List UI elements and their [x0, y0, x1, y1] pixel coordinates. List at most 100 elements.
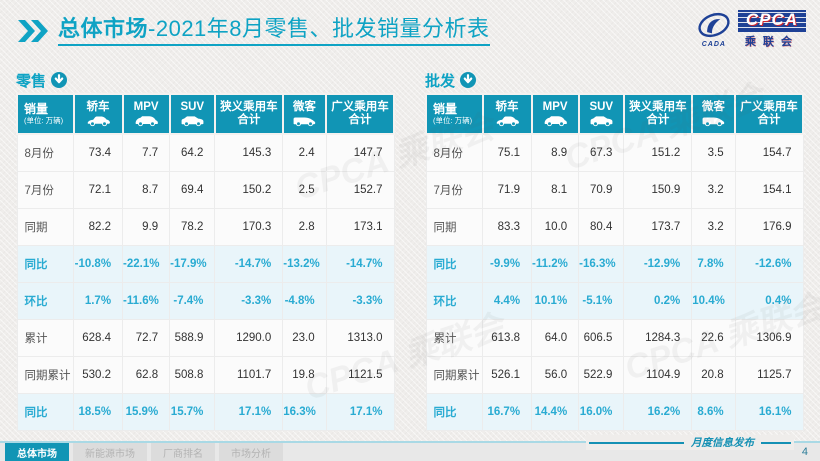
cell: 14.4%	[531, 392, 580, 431]
cell: 10.4%	[691, 281, 736, 320]
cell: 530.2	[73, 355, 124, 394]
table-row: 7月份 72.1 8.7 69.4 150.2 2.5 152.7	[16, 170, 395, 209]
cell: -16.3%	[578, 244, 625, 283]
cell: -14.7%	[214, 244, 284, 283]
cell: 67.3	[578, 133, 625, 172]
down-arrow-circle-icon	[460, 72, 477, 88]
row-label: 环比	[16, 281, 75, 320]
column-header-微客: 微客	[281, 93, 328, 135]
cell: 78.2	[169, 207, 216, 246]
cell: 1104.9	[623, 355, 693, 394]
cell: 152.7	[325, 170, 395, 209]
cell: 176.9	[734, 207, 804, 246]
cell: 1121.5	[325, 355, 395, 394]
cell: 8.7	[122, 170, 171, 209]
cell: 16.1%	[734, 392, 804, 431]
cell: 508.8	[169, 355, 216, 394]
down-arrow-circle-icon	[51, 72, 68, 88]
cell: 83.3	[482, 207, 533, 246]
footer-note: 月度信息发布	[586, 435, 794, 450]
cell: 80.4	[578, 207, 625, 246]
van-icon	[693, 115, 734, 127]
retail-table: 销量 (单位: 万辆) 轿车 MPV SUV 狭义乘用车合计 微客 广义乘用车合计 8月份 73.…	[16, 93, 395, 431]
tab-market-analysis[interactable]: 市场分析	[219, 443, 283, 461]
cell: 19.8	[282, 355, 327, 394]
cell: 16.7%	[482, 392, 533, 431]
table-row: 同比 16.7% 14.4% 16.0% 16.2% 8.6% 16.1%	[425, 392, 804, 431]
cell: -11.6%	[122, 281, 171, 320]
cell: 7.7	[122, 133, 171, 172]
cell: -10.8%	[73, 244, 124, 283]
cell: 613.8	[482, 318, 533, 357]
row-label: 同比	[425, 244, 484, 283]
cell: 154.7	[734, 133, 804, 172]
cell: 64.2	[169, 133, 216, 172]
cell: 147.7	[325, 133, 395, 172]
cell: 2.4	[282, 133, 327, 172]
cell: 522.9	[578, 355, 625, 394]
cell: 173.7	[623, 207, 693, 246]
cell: 3.2	[691, 207, 736, 246]
tab-nev-market[interactable]: 新能源市场	[73, 443, 147, 461]
cell: 0.2%	[623, 281, 693, 320]
tab-overall-market[interactable]: 总体市场	[5, 443, 69, 461]
metric-title: 销量	[24, 101, 49, 116]
cell: 2.5	[282, 170, 327, 209]
cell: 18.5%	[73, 392, 124, 431]
row-label: 环比	[425, 281, 484, 320]
column-header-狭义乘用车合计: 狭义乘用车合计	[622, 93, 693, 135]
cpca-logo: CADA CPCA 乘联会	[695, 10, 806, 49]
table-row: 同期 83.3 10.0 80.4 173.7 3.2 176.9	[425, 207, 804, 246]
cell: 69.4	[169, 170, 216, 209]
cell: 150.9	[623, 170, 693, 209]
cell: 72.7	[122, 318, 171, 357]
cell: 16.2%	[623, 392, 693, 431]
cell: 154.1	[734, 170, 804, 209]
row-label: 累计	[16, 318, 75, 357]
cell: 151.2	[623, 133, 693, 172]
cell: -3.3%	[214, 281, 284, 320]
row-label: 8月份	[16, 133, 75, 172]
double-chevron-icon	[16, 19, 50, 43]
cell: -7.4%	[169, 281, 216, 320]
table-row: 环比 4.4% 10.1% -5.1% 0.2% 10.4% 0.4%	[425, 281, 804, 320]
cell: 7.8%	[691, 244, 736, 283]
header: 总体市场-2021年8月零售、批发销量分析表	[16, 16, 490, 47]
cell: -11.2%	[531, 244, 580, 283]
cell: -5.1%	[578, 281, 625, 320]
title-section: 总体市场	[58, 16, 149, 41]
cell: 8.1	[531, 170, 580, 209]
suv-icon	[171, 115, 214, 127]
column-header-广义乘用车合计: 广义乘用车合计	[734, 93, 804, 135]
cpca-acronym: CPCA	[737, 10, 806, 32]
table-row: 累计 613.8 64.0 606.5 1284.3 22.6 1306.9	[425, 318, 804, 357]
wholesale-table: 销量 (单位: 万辆) 轿车 MPV SUV 狭义乘用车合计 微客 广义乘用车合计 8月份 75.…	[425, 93, 804, 431]
cell: 150.2	[214, 170, 284, 209]
tab-oem-ranking[interactable]: 厂商排名	[151, 443, 215, 461]
cell: -12.9%	[623, 244, 693, 283]
table-row: 7月份 71.9 8.1 70.9 150.9 3.2 154.1	[425, 170, 804, 209]
emblem-swoosh-icon	[698, 12, 730, 37]
table-row: 8月份 75.1 8.9 67.3 151.2 3.5 154.7	[425, 133, 804, 172]
cell: 10.1%	[531, 281, 580, 320]
emblem: CADA	[695, 11, 733, 48]
cell: 8.9	[531, 133, 580, 172]
cell: -17.9%	[169, 244, 216, 283]
row-label: 累计	[425, 318, 484, 357]
metric-unit: (单位: 万辆)	[433, 115, 473, 125]
row-label: 同期	[16, 207, 75, 246]
cell: 1290.0	[214, 318, 284, 357]
cell: 15.9%	[122, 392, 171, 431]
row-label: 同比	[16, 244, 75, 283]
cell: 9.9	[122, 207, 171, 246]
column-header-轿车: 轿车	[481, 93, 533, 135]
column-header-广义乘用车合计: 广义乘用车合计	[325, 93, 395, 135]
cell: 1.7%	[73, 281, 124, 320]
cell: 0.4%	[734, 281, 804, 320]
row-label: 同比	[16, 392, 75, 431]
cell: 17.1%	[214, 392, 284, 431]
cell: 2.8	[282, 207, 327, 246]
cell: 72.1	[73, 170, 124, 209]
mpv-icon	[533, 115, 578, 127]
van-icon	[284, 115, 325, 127]
